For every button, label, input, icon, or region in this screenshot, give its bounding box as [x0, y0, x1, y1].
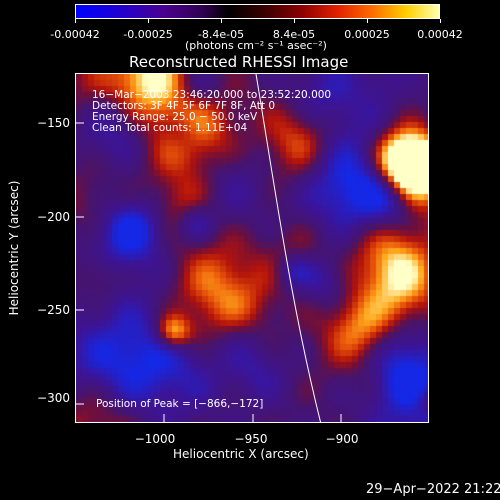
- colorbar-tick-mark: [367, 19, 368, 23]
- solar-limb-line: [255, 74, 322, 422]
- info-line-energy: Energy Range: 25.0 − 50.0 keV: [92, 111, 258, 123]
- colorbar-tick-mark: [294, 19, 295, 23]
- peak-position-label: Position of Peak = [−866,−172]: [96, 398, 264, 410]
- y-tick-label: −300: [37, 391, 70, 405]
- y-tick-label: −250: [37, 303, 70, 317]
- colorbar-tick-label: -0.00042: [50, 28, 100, 41]
- colorbar: [75, 4, 440, 19]
- x-axis-label: Heliocentric X (arcsec): [173, 447, 309, 461]
- generation-timestamp: 29−Apr−2022 21:22: [366, 482, 500, 497]
- colorbar-tick-mark: [221, 19, 222, 23]
- colorbar-unit-label: (photons cm⁻² s⁻¹ asec⁻²): [185, 39, 327, 52]
- y-tick-label: −150: [37, 116, 70, 130]
- x-tick-label: −950: [234, 432, 268, 446]
- x-tick-label: −900: [325, 432, 359, 446]
- colorbar-tick-label: -0.00025: [123, 28, 173, 41]
- info-line-time: 16−Mar−2003 23:46:20.000 to 23:52:20.000: [92, 89, 332, 101]
- plot-overlay: [255, 74, 322, 422]
- info-line-counts: Clean Total counts: 1.11E+04: [92, 122, 248, 134]
- y-axis-label: Heliocentric Y (arcsec): [7, 180, 21, 316]
- reconstructed-image-heatmap: [76, 74, 428, 422]
- plot-title: Reconstructed RHESSI Image: [129, 53, 349, 71]
- x-tick-label: −1000: [134, 432, 176, 446]
- observation-info: 16−Mar−2003 23:46:20.000 to 23:52:20.000…: [92, 90, 331, 134]
- colorbar-tick-label: 8.4e-05: [272, 28, 316, 41]
- colorbar-tick-label: 0.00025: [344, 28, 390, 41]
- colorbar-tick-label: -8.4e-05: [197, 28, 245, 41]
- colorbar-tick-mark: [148, 19, 149, 23]
- colorbar-tick-label: 0.00042: [417, 28, 463, 41]
- colorbar-tick-mark: [75, 19, 76, 23]
- info-line-detectors: Detectors: 3F 4F 5F 6F 7F 8F, Att 0: [92, 100, 276, 112]
- image-plot-area: 16−Mar−2003 23:46:20.000 to 23:52:20.000…: [75, 73, 429, 423]
- colorbar-tick-mark: [440, 19, 441, 23]
- y-tick-label: −200: [37, 210, 70, 224]
